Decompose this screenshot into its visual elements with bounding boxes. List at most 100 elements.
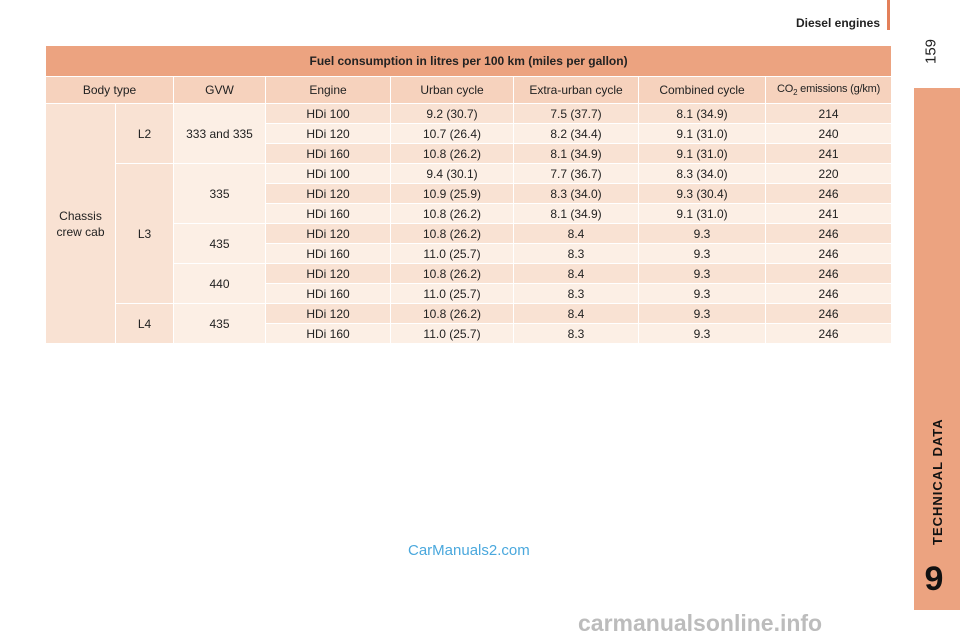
table-row: HDi 120 10.7 (26.4) 8.2 (34.4) 9.1 (31.0) 24… [46,123,893,144]
extra-urban-cell: 8.1 (34.9) [513,203,639,224]
extra-urban-cell: 8.2 (34.4) [513,123,639,144]
gvw-group-cell: 440 [173,263,266,304]
column-header-gvw: GVW [173,76,266,104]
extra-urban-cell: 7.5 (37.7) [513,103,639,124]
length-group-cell: L4 [115,303,174,344]
chapter-number: 9 [924,560,944,598]
watermark-carmanualsonline: carmanualsonline.info [578,610,823,636]
chapter-side-tab [914,88,960,610]
extra-urban-cell: 8.3 [513,283,639,304]
table-row: 440 HDi 120 10.8 (26.2) 8.4 9.3 246 [46,263,893,304]
table-row: Chassis crew cab L2 333 and 335 HDi 100 9.2 (… [45,103,893,344]
combined-cell: 9.1 (31.0) [638,123,766,144]
engine-cell: HDi 120 [265,123,391,144]
table-row: HDi 160 11.0 (25.7) 8.3 9.3 246 [46,283,893,304]
urban-cell: 11.0 (25.7) [390,283,514,304]
combined-cell: 9.3 (30.4) [638,183,766,204]
co2-cell: 246 [764,283,893,304]
engine-cell: HDi 120 [265,223,391,244]
section-title: Diesel engines [795,16,880,30]
body-type-cell: Chassis crew cab [45,103,116,344]
urban-cell: 10.7 (26.4) [390,123,514,144]
table-row: L3 335 HDi 100 9.4 (30.1) 7.7 (36.7) 8.3 (34.… [46,163,893,304]
co2-cell: 246 [764,183,893,204]
engine-cell: HDi 120 [265,183,391,204]
column-header-extra-urban-cycle: Extra-urban cycle [513,76,639,104]
urban-cell: 9.2 (30.7) [390,103,514,124]
combined-cell: 9.3 [638,283,766,304]
combined-cell: 8.3 (34.0) [638,163,766,184]
watermark-carmanuals2: CarManuals2.com [408,542,530,559]
co2-cell: 246 [764,263,893,284]
engine-cell: HDi 100 [265,103,391,124]
co2-cell: 240 [764,123,893,144]
urban-cell: 11.0 (25.7) [390,323,514,344]
engine-cell: HDi 160 [265,283,391,304]
fuel-consumption-table: Fuel consumption in litres per 100 km (m… [44,45,893,344]
engine-cell: HDi 120 [265,303,391,324]
table-row: L4 435 HDi 120 10.8 (26.2) 8.4 9.3 246 [46,303,893,344]
combined-cell: 9.1 (31.0) [638,143,766,164]
header-accent-bar [887,0,890,30]
table-row: HDi 160 10.8 (26.2) 8.1 (34.9) 9.1 (31.0) 24… [46,203,893,224]
combined-cell: 9.3 [638,303,766,324]
gvw-group-cell: 435 [173,223,266,264]
urban-cell: 10.8 (26.2) [390,143,514,164]
table-row: 435 HDi 120 10.8 (26.2) 8.4 9.3 246 [46,223,893,264]
body-type-line: crew cab [56,224,105,239]
extra-urban-cell: 8.3 [513,323,639,344]
engine-cell: HDi 160 [265,323,391,344]
column-header-body-type: Body type [45,76,174,104]
column-header-co2-emissions: CO2 emissions (g/km) [764,76,893,104]
combined-cell: 9.1 (31.0) [638,203,766,224]
urban-cell: 11.0 (25.7) [390,243,514,264]
gvw-group-cell: 335 [173,163,266,224]
chapter-tab-label-text: TECHNICAL DATA [930,418,945,545]
extra-urban-cell: 7.7 (36.7) [513,163,639,184]
combined-cell: 9.3 [638,223,766,244]
table-caption: Fuel consumption in litres per 100 km (m… [44,45,893,77]
co2-cell: 220 [764,163,893,184]
extra-urban-cell: 8.4 [513,263,639,284]
gvw-group-cell: 435 [173,303,266,344]
extra-urban-cell: 8.4 [513,303,639,324]
urban-cell: 9.4 (30.1) [390,163,514,184]
body-type-line: Chassis [59,208,102,223]
gvw-group-cell: 333 and 335 [173,103,266,164]
engine-cell: HDi 160 [265,203,391,224]
table-body: Chassis crew cab L2 333 and 335 HDi 100 9.2 (… [45,103,893,344]
urban-cell: 10.8 (26.2) [390,203,514,224]
combined-cell: 9.3 [638,323,766,344]
urban-cell: 10.8 (26.2) [390,263,514,284]
extra-urban-cell: 8.3 (34.0) [513,183,639,204]
co2-subscript: 2 [793,88,798,98]
tab-divider [920,85,960,88]
combined-cell: 8.1 (34.9) [638,103,766,124]
co2-cell: 241 [764,143,893,164]
urban-cell: 10.9 (25.9) [390,183,514,204]
co2-cell: 246 [764,303,893,324]
table-row: HDi 160 11.0 (25.7) 8.3 9.3 246 [46,323,893,344]
table-row: HDi 120 10.9 (25.9) 8.3 (34.0) 9.3 (30.4) 24… [46,183,893,204]
engine-cell: HDi 160 [265,143,391,164]
extra-urban-cell: 8.1 (34.9) [513,143,639,164]
combined-cell: 9.3 [638,243,766,264]
column-header-engine: Engine [265,76,391,104]
engine-cell: HDi 120 [265,263,391,284]
combined-cell: 9.3 [638,263,766,284]
extra-urban-cell: 8.3 [513,243,639,264]
co2-cell: 246 [764,223,893,244]
co2-prefix: CO [776,82,794,95]
co2-cell: 214 [764,103,893,124]
length-group-cell: L3 [115,163,174,304]
column-header-urban-cycle: Urban cycle [390,76,514,104]
extra-urban-cell: 8.4 [513,223,639,244]
co2-suffix: emissions (g/km) [797,82,881,95]
length-group-cell: L2 [115,103,174,164]
urban-cell: 10.8 (26.2) [390,303,514,324]
table-row: HDi 160 11.0 (25.7) 8.3 9.3 246 [46,243,893,264]
urban-cell: 10.8 (26.2) [390,223,514,244]
co2-cell: 246 [764,323,893,344]
co2-cell: 246 [764,243,893,264]
page-number: 159 [922,38,940,65]
